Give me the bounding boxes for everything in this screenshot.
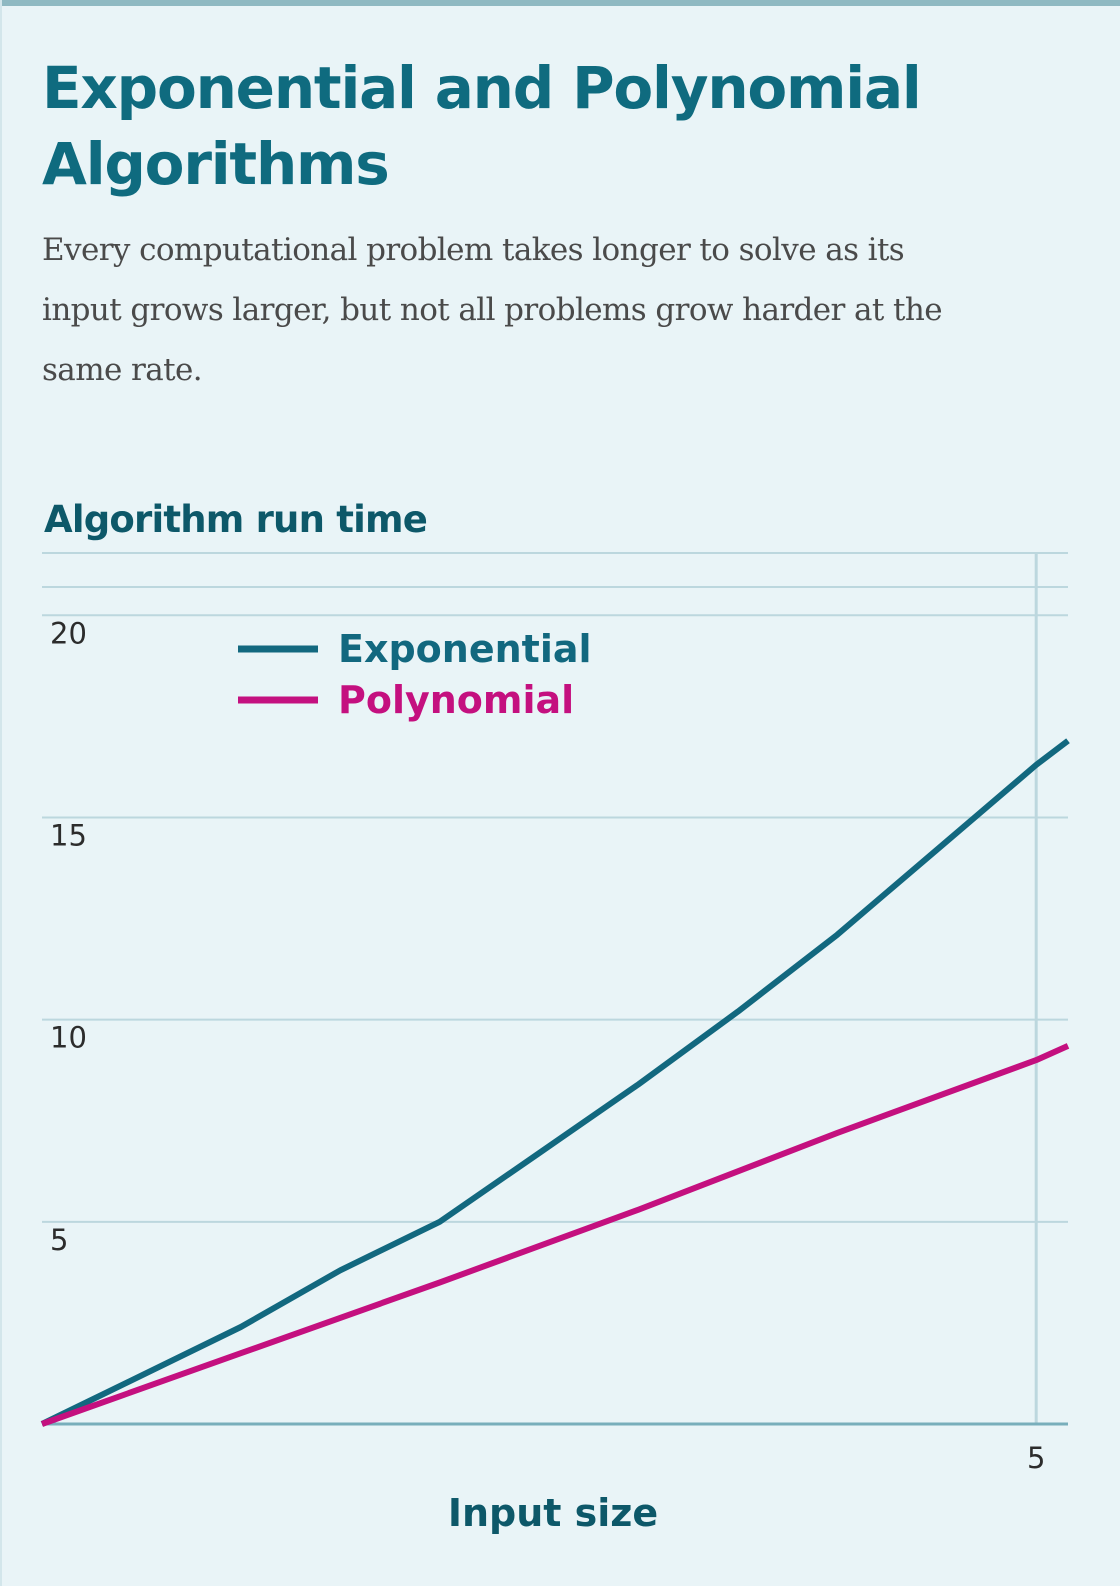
legend: Exponential Polynomial: [238, 627, 592, 722]
y-tick-label-5: 5: [50, 1223, 68, 1257]
y-tick-label-20: 20: [50, 616, 87, 650]
left-edge-border: [0, 0, 2, 1586]
x-tick-label-5: 5: [1027, 1441, 1045, 1475]
series-line-polynomial: [40, 1043, 1070, 1427]
series-lines: [40, 738, 1070, 1427]
top-accent-rule: [0, 0, 1120, 6]
chart-title: Algorithm run time: [44, 498, 428, 541]
x-axis-label: Input size: [448, 1491, 658, 1535]
axis-ticks: 5 10 15 20 5: [50, 616, 1045, 1475]
series-line-exponential: [40, 738, 1070, 1427]
gridlines: [42, 552, 1068, 1426]
page-subtitle: Every computational problem takes longer…: [42, 232, 943, 388]
legend-label-polynomial: Polynomial: [338, 678, 574, 722]
legend-label-exponential: Exponential: [338, 627, 592, 671]
page-title: Exponential and Polynomial Algorithms: [42, 54, 922, 198]
y-tick-label-10: 10: [50, 1021, 87, 1055]
y-tick-label-15: 15: [50, 818, 87, 852]
